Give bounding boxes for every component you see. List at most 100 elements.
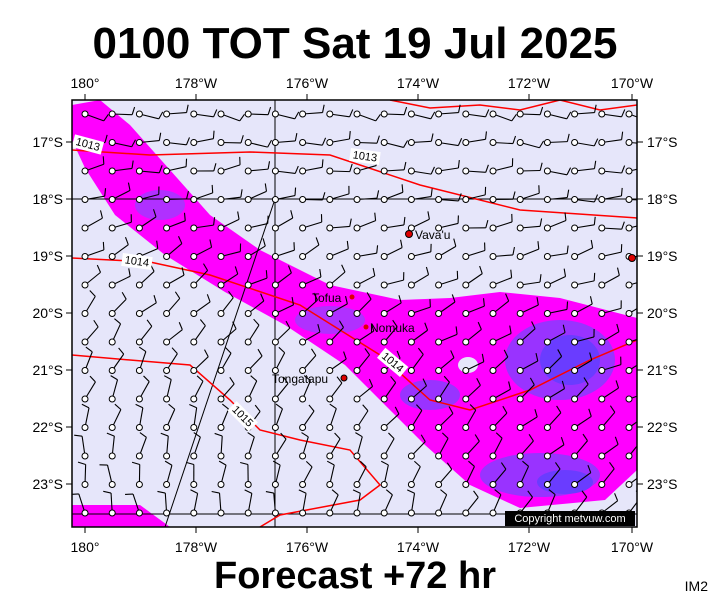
barb-station <box>490 425 496 431</box>
barb-station <box>436 311 442 317</box>
barb-station <box>463 140 469 146</box>
barb-station <box>544 282 550 288</box>
barb-station <box>218 225 224 231</box>
barb-station <box>572 282 578 288</box>
barb-station <box>408 339 414 345</box>
barb-station <box>572 368 578 374</box>
barb-station <box>354 254 360 260</box>
barb-station <box>327 140 333 146</box>
barb-station <box>327 254 333 260</box>
barb-station <box>82 254 88 260</box>
barb-station <box>436 140 442 146</box>
barb-station <box>191 197 197 203</box>
barb-station <box>109 111 115 117</box>
barb-station <box>191 111 197 117</box>
barb-station <box>164 282 170 288</box>
barb-station <box>109 282 115 288</box>
barb-feather <box>213 131 214 139</box>
barb-station <box>272 453 278 459</box>
barb-station <box>517 111 523 117</box>
barb-station <box>245 111 251 117</box>
barb-station <box>327 282 333 288</box>
barb-station <box>272 225 278 231</box>
barb-station <box>245 396 251 402</box>
lat-label: 21°S <box>647 362 678 378</box>
barb-feather <box>184 213 185 221</box>
barb-station <box>354 168 360 174</box>
barb-station <box>544 225 550 231</box>
barb-station <box>408 254 414 260</box>
barb-station <box>381 225 387 231</box>
barb-station <box>272 254 278 260</box>
barb-station <box>164 254 170 260</box>
barb-station <box>463 225 469 231</box>
place-label: Tongatapu <box>272 372 328 386</box>
lon-label: 170°W <box>611 539 654 555</box>
barb-station <box>191 225 197 231</box>
barb-station <box>191 140 197 146</box>
barb-feather <box>266 270 267 278</box>
barb-station <box>599 482 605 488</box>
barb-station <box>463 311 469 317</box>
barb-station <box>327 482 333 488</box>
barb-station <box>109 339 115 345</box>
barb-station <box>218 425 224 431</box>
barb-station <box>490 225 496 231</box>
barb-station <box>408 282 414 288</box>
barb-station <box>191 453 197 459</box>
place-label: Vava'u <box>415 228 450 242</box>
barb-feather <box>349 131 350 139</box>
barb-station <box>245 510 251 516</box>
barb-station <box>381 282 387 288</box>
barb-station <box>626 339 632 345</box>
barb-station <box>300 168 306 174</box>
barb-station <box>327 425 333 431</box>
barb-station <box>626 168 632 174</box>
barb-station <box>327 225 333 231</box>
barb-station <box>300 425 306 431</box>
barb-station <box>109 425 115 431</box>
barb-station <box>272 282 278 288</box>
barb-station <box>517 225 523 231</box>
place-marker <box>364 325 369 330</box>
barb-station <box>408 510 414 516</box>
barb-station <box>544 396 550 402</box>
lon-label: 174°W <box>397 539 440 555</box>
barb-station <box>544 140 550 146</box>
barb-station <box>626 111 632 117</box>
barb-station <box>354 396 360 402</box>
barb-station <box>272 140 278 146</box>
barb-station <box>436 453 442 459</box>
barb-station <box>517 453 523 459</box>
barb-station <box>572 339 578 345</box>
lat-label: 19°S <box>647 248 678 264</box>
barb-station <box>300 197 306 203</box>
barb-station <box>327 510 333 516</box>
barb-station <box>572 425 578 431</box>
barb-station <box>245 140 251 146</box>
barb-station <box>300 396 306 402</box>
barb-station <box>490 453 496 459</box>
barb-feather <box>621 188 622 196</box>
barb-station <box>82 510 88 516</box>
barb-station <box>463 396 469 402</box>
barb-station <box>490 339 496 345</box>
barb-station <box>191 339 197 345</box>
barb-station <box>109 510 115 516</box>
barb-station <box>82 168 88 174</box>
barb-station <box>354 140 360 146</box>
forecast-label: Forecast +72 hr <box>214 555 496 597</box>
barb-station <box>109 453 115 459</box>
lon-label: 178°W <box>175 75 218 91</box>
barb-station <box>517 311 523 317</box>
barb-station <box>109 168 115 174</box>
barb-station <box>544 425 550 431</box>
barb-station <box>381 425 387 431</box>
lat-label: 20°S <box>32 305 63 321</box>
barb-station <box>463 482 469 488</box>
barb-station <box>245 311 251 317</box>
barb-station <box>626 282 632 288</box>
barb-station <box>272 111 278 117</box>
barb-station <box>517 168 523 174</box>
